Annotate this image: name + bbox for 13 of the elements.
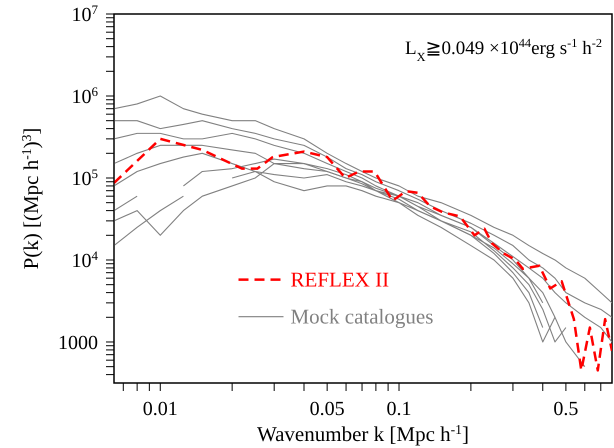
x-tick-label: 0.05 xyxy=(310,398,345,420)
legend-label: REFLEX II xyxy=(290,268,390,292)
y-tick-label: 10$^{7}$ xyxy=(72,2,98,26)
x-tick-label: 0.5 xyxy=(553,398,578,420)
y-tick-label: 1000 xyxy=(58,332,98,354)
x-tick-label: 0.01 xyxy=(142,398,178,420)
y-tick-label: 10$^{4}$ xyxy=(72,247,98,272)
annotation: L$_{X}$≧0.049 ×10$^{44}$erg s$^{-1}$ h$^{-2}$ xyxy=(405,36,602,64)
legend-label: Mock catalogues xyxy=(290,304,434,329)
y-tick-label: 10$^{6}$ xyxy=(72,83,98,108)
y-tick-label: 10$^{5}$ xyxy=(72,165,98,190)
x-axis-title: Wavenumber k [Mpc h$^{-1}$] xyxy=(256,422,470,446)
x-tick-label: 0.1 xyxy=(386,398,412,420)
